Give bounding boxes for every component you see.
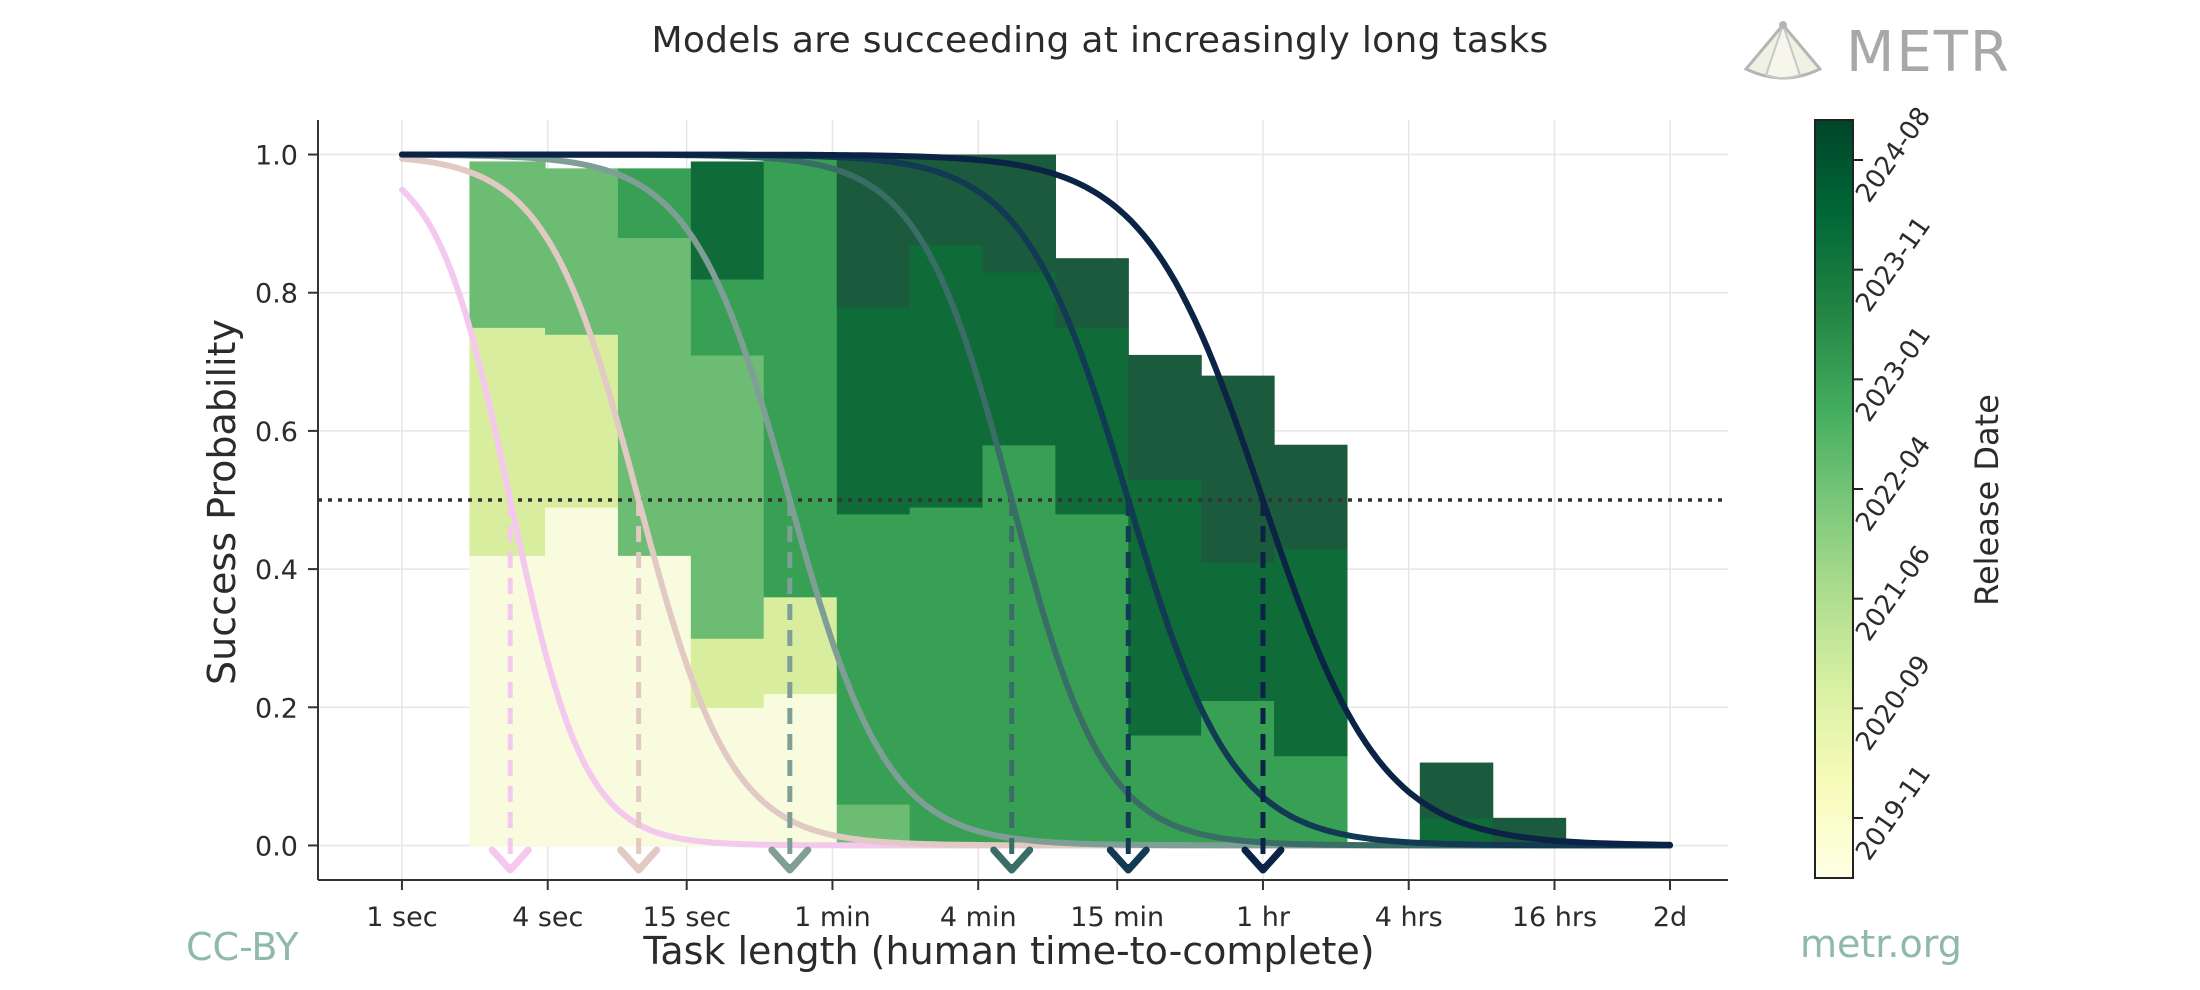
y-tick-label: 0.8 [255,279,298,310]
histogram-bar [690,638,765,708]
y-tick-label: 0.6 [255,417,298,448]
histogram-bar [1128,354,1202,480]
x-tick-label: 1 hr [1236,902,1291,933]
histogram-bar [1274,548,1348,757]
series-curves [318,151,1728,874]
colorbar-tick-label: 2020-09 [1850,650,1937,756]
histogram-bar [617,237,692,556]
histogram-bar [982,272,1056,446]
x-tick-label: 15 min [1070,902,1164,933]
histogram-bar [982,444,1056,847]
histogram-bar [545,334,619,508]
histogram-bar [469,161,546,328]
y-axis-label: Success Probability [200,319,244,685]
metr-logo-icon [1743,21,1823,80]
x-axis-label: Task length (human time-to-complete) [642,929,1374,973]
histogram-bar [836,154,911,308]
histogram-bar [545,506,619,847]
x-tick-label: 16 hrs [1512,902,1597,933]
series-curve-6 [399,151,1673,848]
axes: 0.0 0.2 0.4 0.6 0.8 1.0 1 sec 4 sec 15 sec 1 min 4… [255,120,1728,933]
y-tick-label: 0.4 [255,555,298,586]
brand-name: METR [1846,19,2011,85]
x-tick-label: 4 min [940,902,1017,933]
histogram-bar [690,354,765,639]
histogram-bar [982,154,1056,273]
x-tick-label: 1 min [794,902,871,933]
histogram-bar [617,555,692,847]
colorbar-tick-label: 2021-06 [1850,540,1937,646]
y-tick-label: 0.2 [255,693,298,724]
histogram-bar [1274,444,1348,549]
colorbar-label: Release Date [1968,394,2006,606]
site-link[interactable]: metr.org [1800,922,1962,966]
histogram-bar [690,161,765,280]
colorbar-tick-label: 2022-04 [1850,431,1937,537]
x-tick-label: 4 hrs [1375,902,1443,933]
x-tick-label: 1 sec [366,902,437,933]
histogram-bar [690,278,765,356]
horizon-arrow-4 [990,846,1034,874]
chart-title: Models are succeeding at increasingly lo… [651,20,1549,61]
colorbar-tick-label: 2023-01 [1850,321,1937,427]
y-tick-label: 1.0 [255,141,298,172]
colorbar-tick-label: 2023-11 [1850,211,1937,317]
histogram-bar [763,693,838,847]
histogram-bar [1128,479,1202,736]
brand-logo: METR [1738,12,2011,92]
horizon-arrow-3 [768,846,812,874]
x-tick-label: 2d [1653,902,1687,933]
histogram-bar [836,513,911,805]
y-tick-label: 0.0 [255,831,298,862]
histogram-bar [763,154,838,598]
histogram-bar [1128,734,1202,847]
colorbar: 2019-112020-092021-062022-042023-012023-… [1814,102,2006,879]
horizon-arrow-5 [1106,846,1150,874]
horizon-arrow-2 [617,846,661,874]
histogram-bar [763,596,838,695]
x-tick-label: 4 sec [512,902,583,933]
histogram-bar [909,506,984,833]
license-label: CC-BY [186,925,299,969]
histogram-bar [836,306,911,515]
colorbar-tick-label: 2024-08 [1850,102,1937,208]
colorbar-tick-label: 2019-11 [1850,760,1937,866]
horizon-arrow-1 [488,846,532,874]
colorbar-gradient [1814,119,1854,879]
histogram-bar [1055,327,1129,515]
horizon-arrow-6 [1241,846,1285,874]
histogram-bars [469,154,1567,847]
x-tick-label: 15 sec [642,902,730,933]
histogram-bar [690,707,765,847]
